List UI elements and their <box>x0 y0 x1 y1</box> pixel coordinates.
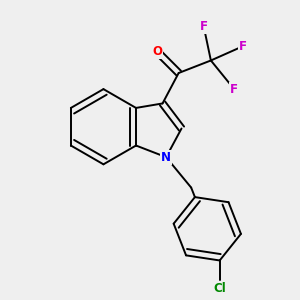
Text: F: F <box>230 82 238 96</box>
Text: F: F <box>239 40 247 53</box>
Text: F: F <box>200 20 208 33</box>
Text: N: N <box>161 151 171 164</box>
Text: O: O <box>152 45 162 58</box>
Text: Cl: Cl <box>213 281 226 295</box>
